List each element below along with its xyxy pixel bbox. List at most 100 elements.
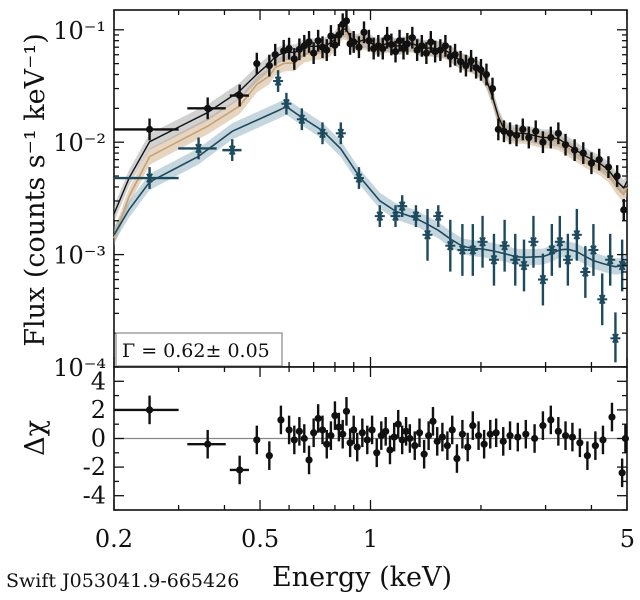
residual-point [411,431,419,460]
total-flux-point [579,142,587,164]
spectrum-points [114,10,628,363]
total-flux-point [422,42,430,65]
residual-point [591,431,599,460]
total-flux-point [595,148,603,171]
x-axis-label: Energy (keV) [272,562,452,593]
thermal-flux-point [597,273,608,326]
x-tick-labels: 0.2 0.5 1 5 [95,525,635,553]
residual-point [390,422,398,452]
residual-point [368,415,376,445]
thermal-model-line [113,105,628,268]
total-flux-point [571,139,579,162]
residual-point [382,417,390,446]
residual-point [415,418,424,448]
residual-point [506,421,514,450]
total-flux-point [488,77,497,100]
residual-y-tick-label: -2 [83,453,106,481]
total-flux-point [265,54,273,77]
residual-point [453,444,461,473]
thermal-flux-point [571,208,582,261]
x-tick-label: 0.2 [95,525,133,553]
total-flux-point [290,48,298,70]
residual-point [358,418,366,448]
residual-point [448,415,456,445]
thermal-flux-point [610,312,621,363]
residual-point [331,401,339,430]
thermal-flux-point [335,122,346,145]
thermal-flux-point [374,205,385,228]
y-tick-label: 10⁻³ [53,242,106,270]
total-flux-point [323,39,331,61]
total-flux-point [399,37,408,60]
thermal-flux-point [178,137,217,160]
residual-point [335,412,343,442]
thermal-flux-point [114,167,179,189]
gamma-box: Γ = 0.62± 0.05 [115,332,283,367]
residual-point [339,419,347,449]
residual-point [373,438,381,468]
thermal-flux-point [546,224,557,276]
thermal-flux-point [457,224,468,276]
total-flux-point [391,40,400,63]
thermal-flux-point [510,233,521,286]
residual-point [499,427,507,456]
total-flux-point [285,37,293,60]
residual-point [425,421,433,450]
powerlaw-uncertainty-band [114,23,627,247]
y-axis-label: Flux (counts s⁻¹ keV⁻¹) [20,33,51,347]
residual-point [350,415,358,445]
residual-point [114,395,179,425]
total-flux-point [427,31,435,53]
total-flux-point [436,39,444,61]
residual-point [618,458,626,488]
thermal-flux-point [488,233,499,286]
total-flux-point [441,34,450,57]
thermal-flux-point [422,208,433,261]
residual-point [464,432,472,462]
total-flux-point [539,131,547,154]
source-name-label: Swift J053041.9-665426 [6,570,239,592]
residual-point [433,427,441,456]
residual-point [353,432,361,462]
total-flux-point [613,165,621,187]
total-flux-point [519,118,527,141]
gamma-annotation: Γ = 0.62± 0.05 [122,340,270,362]
residual-point [406,424,414,453]
x-tick-label: 1 [363,525,378,553]
residual-point [420,439,428,469]
total-flux-point [314,29,322,52]
total-flux-point [327,25,335,47]
residual-point [342,397,351,426]
residual-point [314,404,322,433]
total-flux-point [331,34,339,57]
residual-y-tick-label: -4 [83,482,106,510]
total-flux-point [365,29,373,52]
residual-point [229,455,249,485]
residual-y-tick-label: 2 [91,396,106,424]
thermal-flux-point [317,122,328,145]
total-flux-point [342,10,351,32]
residual-point [398,425,406,455]
total-flux-point [547,126,555,149]
total-flux-point [604,156,613,179]
residual-point [492,418,500,448]
residual-point [561,421,570,450]
residual-point [554,417,562,446]
thermal-flux-point [528,215,539,268]
x-tick-label: 0.5 [241,525,279,553]
residual-point [346,428,354,458]
total-flux-point [355,36,363,59]
total-flux-point [500,120,508,143]
residual-point [443,431,451,460]
total-flux-point [477,58,485,81]
thermal-flux-point [499,219,510,272]
residual-point [277,405,285,435]
total-flux-point [408,26,416,49]
total-flux-point [305,31,313,53]
thermal-flux-point [273,70,284,92]
residual-point [187,429,226,459]
thermal-flux-point [537,253,548,306]
